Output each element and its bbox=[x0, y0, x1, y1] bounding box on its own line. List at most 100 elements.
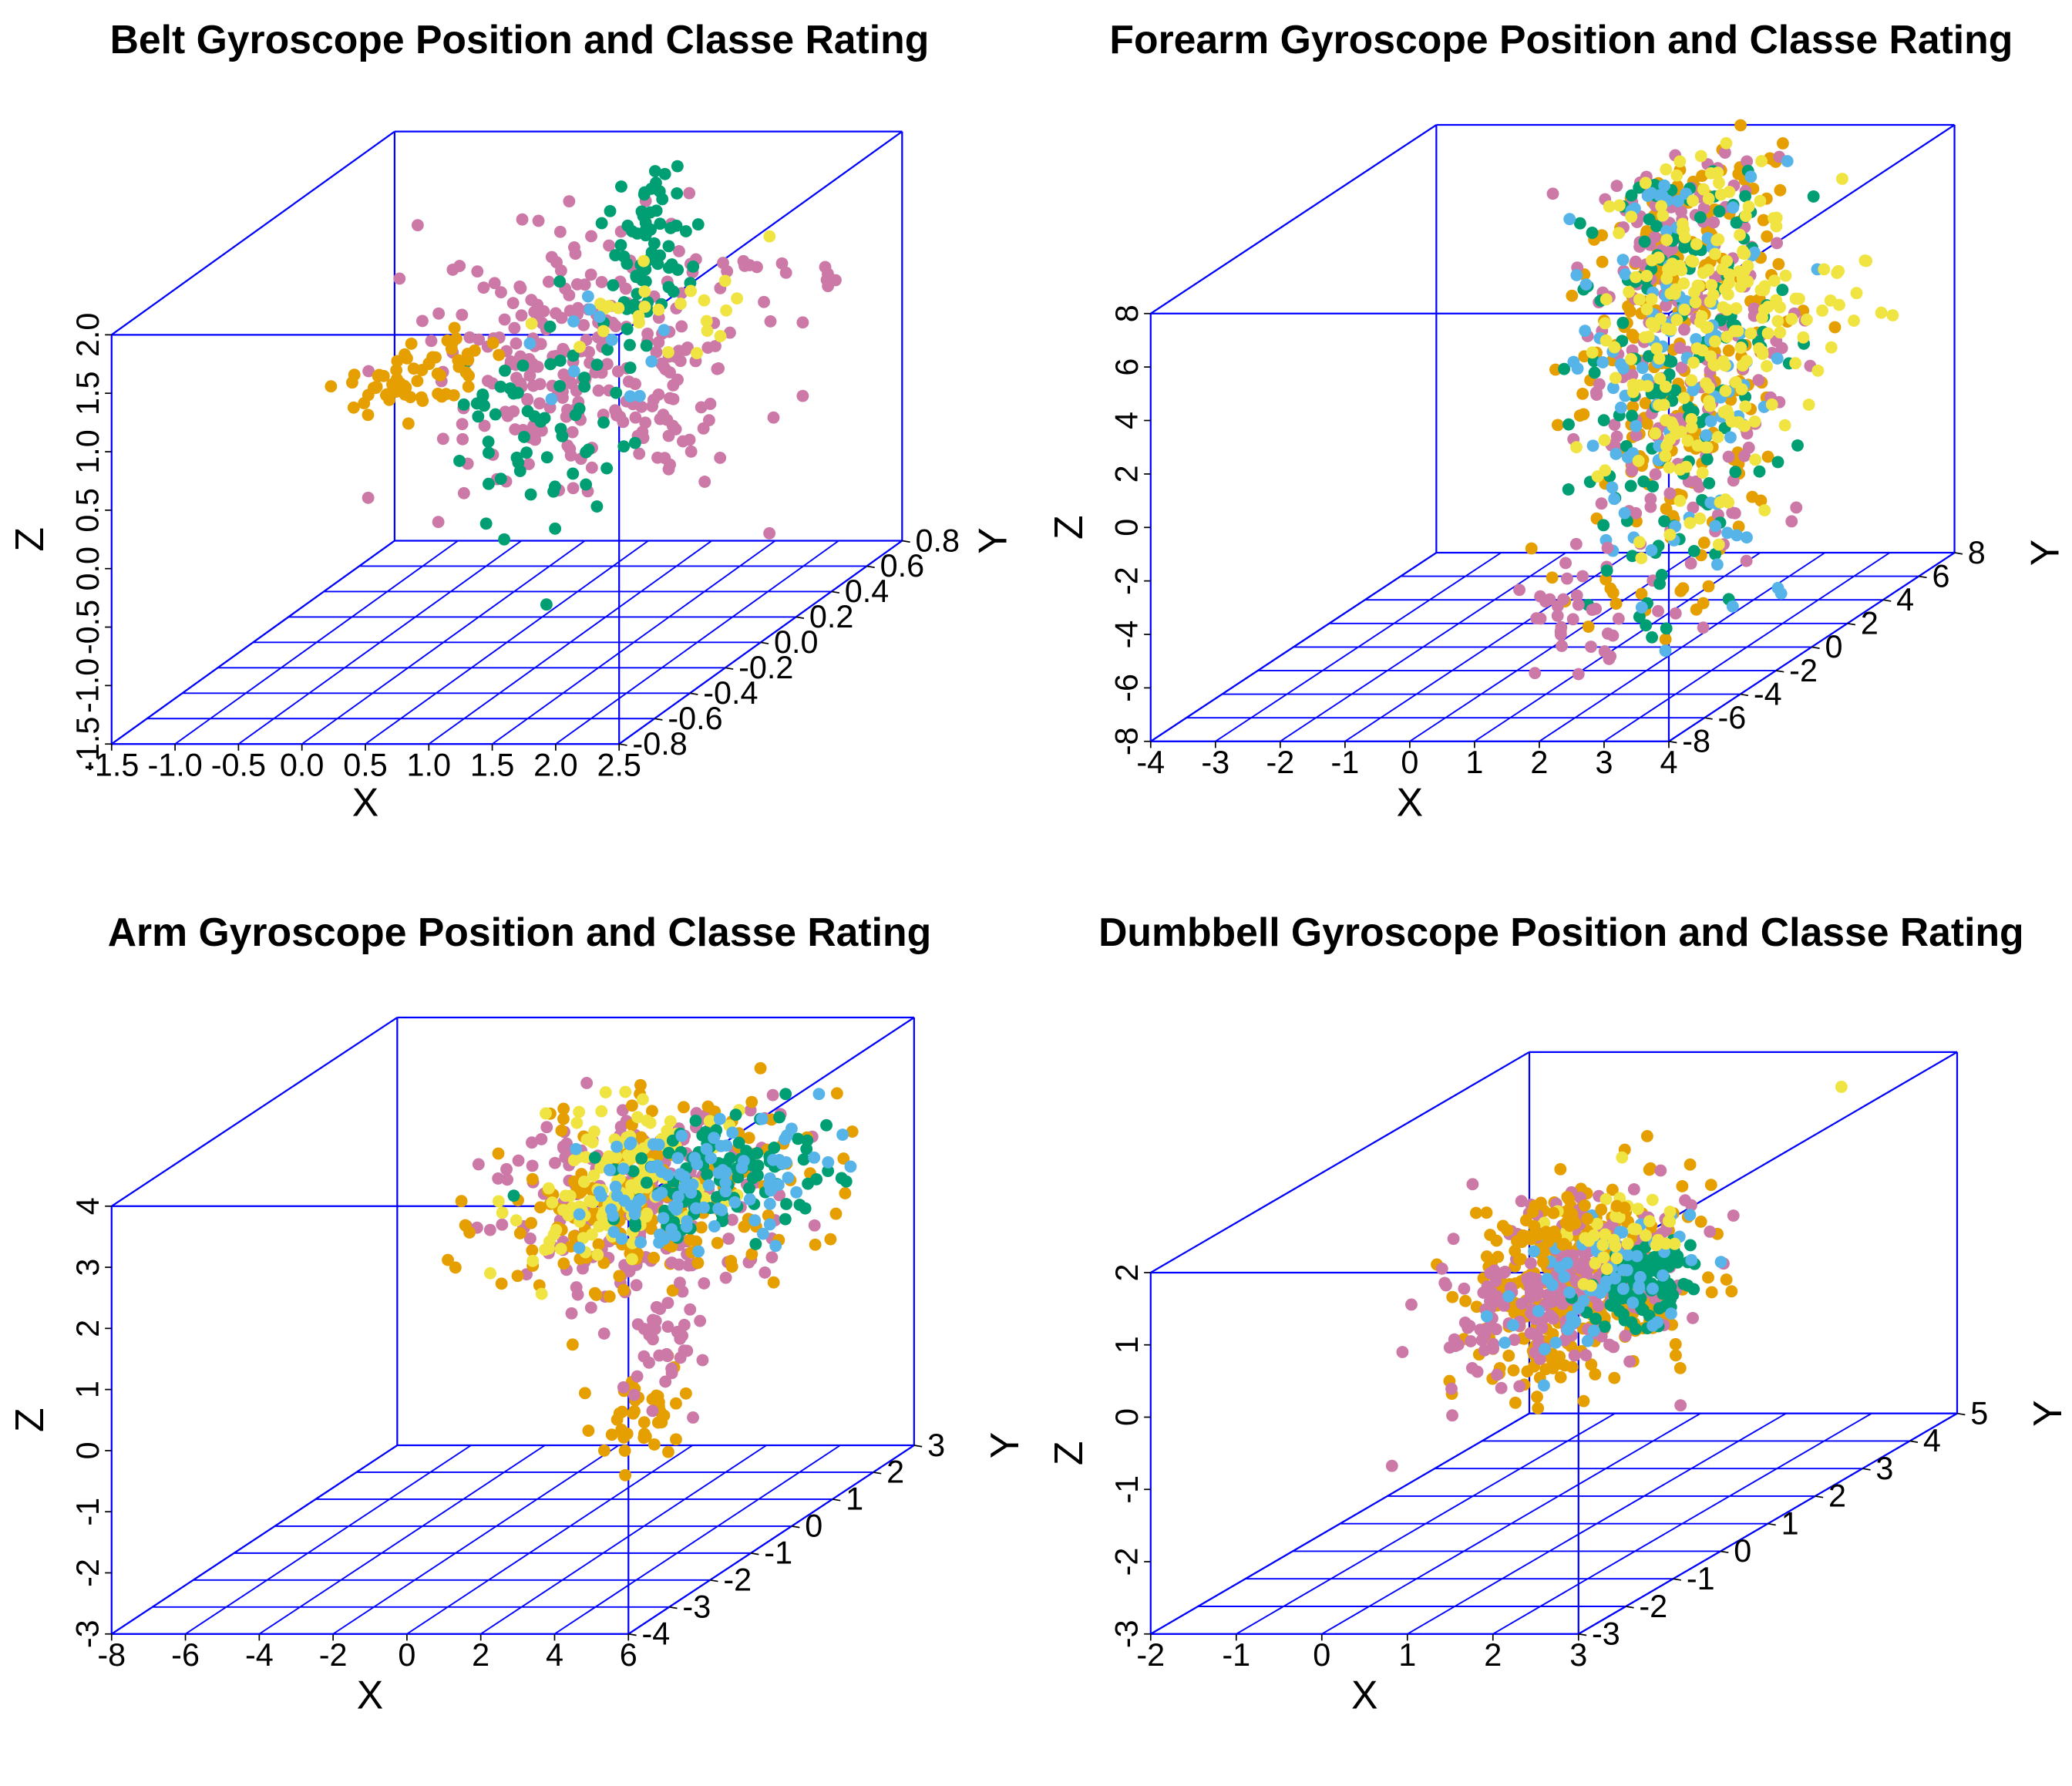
data-point bbox=[1553, 1350, 1566, 1364]
data-point bbox=[1639, 397, 1652, 410]
data-point bbox=[404, 391, 417, 404]
data-point bbox=[1640, 303, 1653, 316]
axis-labels: -4 -3 -2 -1 0 1 2 3 4-8-6-4-202468-8-6-4-202468X… bbox=[1046, 304, 2067, 824]
data-point bbox=[719, 1271, 732, 1284]
data-point bbox=[822, 1165, 835, 1178]
data-point bbox=[1480, 1250, 1493, 1263]
data-point bbox=[436, 432, 449, 446]
data-point bbox=[1549, 1337, 1562, 1350]
data-point bbox=[799, 1202, 812, 1215]
data-point bbox=[1792, 292, 1805, 305]
data-point bbox=[500, 1163, 513, 1176]
data-point bbox=[1629, 271, 1642, 284]
data-point bbox=[1618, 1202, 1631, 1215]
data-point bbox=[729, 1108, 742, 1122]
data-point bbox=[1563, 1287, 1576, 1299]
data-point bbox=[610, 1141, 624, 1153]
data-point bbox=[1678, 303, 1691, 316]
data-point bbox=[436, 390, 449, 403]
data-point bbox=[584, 1301, 597, 1314]
data-point bbox=[1690, 475, 1702, 488]
data-point bbox=[511, 1270, 524, 1283]
data-point bbox=[446, 336, 459, 349]
data-point bbox=[1610, 448, 1623, 460]
chart-title: Arm Gyroscope Position and Classe Rating bbox=[108, 910, 931, 954]
data-point bbox=[1657, 209, 1670, 222]
data-point bbox=[1726, 600, 1739, 613]
x-tick-label: -2 bbox=[319, 1637, 348, 1673]
z-tick-label: -4 bbox=[1109, 621, 1145, 649]
data-point bbox=[698, 476, 711, 488]
data-point bbox=[407, 362, 420, 375]
data-point bbox=[590, 358, 604, 372]
data-point bbox=[1600, 1263, 1613, 1276]
data-point bbox=[580, 478, 593, 491]
data-point bbox=[1536, 1256, 1549, 1269]
data-point bbox=[637, 1431, 651, 1445]
data-point bbox=[610, 1414, 624, 1426]
z-tick-label: 2 bbox=[1109, 465, 1145, 483]
data-point bbox=[705, 1152, 718, 1165]
data-point bbox=[679, 225, 692, 238]
data-point bbox=[1595, 1203, 1608, 1216]
data-point bbox=[1728, 506, 1741, 520]
data-point bbox=[1621, 451, 1634, 464]
data-point bbox=[1458, 1317, 1472, 1330]
data-point bbox=[585, 461, 598, 474]
data-point bbox=[648, 165, 661, 177]
data-point bbox=[1645, 293, 1658, 306]
data-point bbox=[425, 335, 438, 348]
data-point bbox=[1669, 384, 1682, 397]
data-point bbox=[1675, 264, 1687, 277]
data-point bbox=[511, 386, 524, 399]
y-tick-label: 0 bbox=[1734, 1534, 1751, 1569]
z-tick-label: 8 bbox=[1109, 304, 1145, 322]
data-point bbox=[1491, 1368, 1503, 1381]
data-point bbox=[737, 1155, 750, 1168]
data-point bbox=[495, 1277, 508, 1290]
chart-arm: Arm Gyroscope Position and Classe Rating… bbox=[7, 910, 1027, 1717]
data-point bbox=[1727, 201, 1740, 214]
data-point bbox=[1525, 542, 1538, 555]
data-point bbox=[1704, 1226, 1717, 1239]
floor-grid bbox=[1150, 1412, 1958, 1635]
data-point bbox=[1628, 331, 1641, 344]
z-axis-label: Z bbox=[1046, 1441, 1091, 1466]
data-point bbox=[756, 1227, 769, 1240]
data-point bbox=[516, 213, 529, 226]
data-point bbox=[687, 1411, 699, 1424]
data-point bbox=[1714, 1256, 1727, 1269]
data-point bbox=[1581, 1213, 1594, 1226]
data-point bbox=[1828, 321, 1842, 334]
y-tick-label: -3 bbox=[682, 1589, 711, 1625]
data-point bbox=[549, 480, 561, 493]
data-point bbox=[654, 1228, 667, 1241]
data-point bbox=[1597, 414, 1610, 427]
data-point bbox=[553, 275, 567, 288]
data-point bbox=[1697, 536, 1710, 550]
data-point bbox=[1701, 1271, 1714, 1284]
data-point bbox=[633, 447, 646, 460]
data-point bbox=[609, 1180, 622, 1193]
data-point bbox=[1529, 1199, 1542, 1213]
data-point bbox=[1586, 439, 1599, 452]
data-point bbox=[559, 1189, 572, 1202]
data-point bbox=[1616, 316, 1630, 329]
data-point bbox=[698, 294, 711, 307]
data-point bbox=[722, 1233, 735, 1246]
data-point bbox=[1716, 263, 1729, 275]
data-point bbox=[1598, 1320, 1611, 1334]
data-point bbox=[1722, 277, 1735, 290]
data-point bbox=[691, 347, 703, 360]
data-point bbox=[567, 315, 580, 328]
data-point bbox=[1753, 465, 1766, 478]
data-point bbox=[1643, 1215, 1656, 1228]
data-point bbox=[526, 1173, 539, 1186]
y-tick-label: -1 bbox=[764, 1535, 792, 1571]
data-point bbox=[401, 351, 413, 365]
data-point bbox=[635, 1152, 648, 1165]
data-point bbox=[625, 1253, 638, 1266]
data-point bbox=[1835, 1081, 1848, 1094]
data-point bbox=[1661, 263, 1674, 275]
chart-belt: Belt Gyroscope Position and Classe Ratin… bbox=[7, 17, 1015, 824]
